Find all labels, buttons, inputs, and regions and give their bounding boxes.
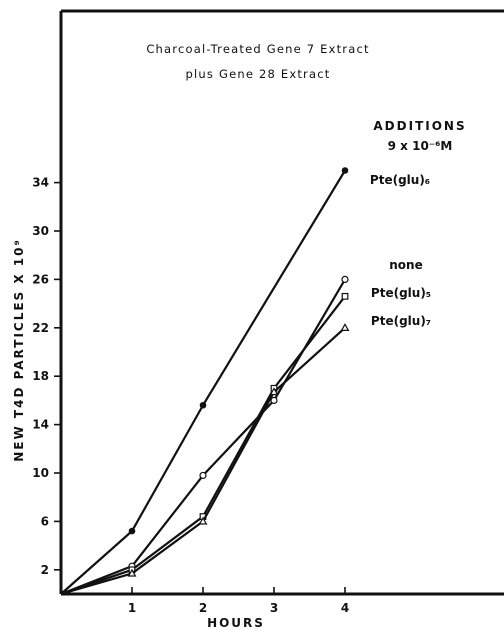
- data-point: [199, 401, 207, 409]
- y-tick-label: 34: [32, 176, 49, 190]
- x-tick-label: 1: [128, 601, 136, 615]
- series-label: Pte(glu)₆: [370, 173, 430, 187]
- data-point: [341, 167, 349, 174]
- series-label: none: [389, 258, 422, 272]
- series-labels: Pte(glu)₆ none Pte(glu)₅ Pte(glu)₇: [370, 173, 431, 328]
- title: Charcoal-Treated Gene 7 Extract plus Gen…: [146, 42, 369, 81]
- series-line: [60, 278, 346, 596]
- data-point: [199, 471, 207, 480]
- x-tick-label: 4: [341, 601, 349, 615]
- x-tick-label: 3: [270, 601, 278, 615]
- y-tick-label: 30: [32, 224, 49, 238]
- series-line: [60, 295, 346, 596]
- y-tick-label: 2: [41, 563, 49, 577]
- legend-title: ADDITIONS 9 x 10⁻⁶M: [373, 119, 466, 153]
- x-axis-title: HOURS: [207, 616, 265, 630]
- x-ticks: 1 2 3 4: [128, 587, 349, 615]
- series-pte-glu: [60, 323, 350, 596]
- title-line-2: plus Gene 28 Extract: [186, 67, 331, 81]
- series-label: Pte(glu)₇: [371, 314, 431, 328]
- x-tick-label: 2: [199, 601, 207, 615]
- series-pte-glu: [60, 167, 349, 595]
- data-point: [270, 396, 278, 404]
- y-tick-label: 26: [32, 272, 49, 286]
- series-pte-glu: [60, 292, 349, 596]
- title-line-1: Charcoal-Treated Gene 7 Extract: [146, 42, 369, 56]
- data-point: [198, 516, 208, 525]
- data-point: [341, 275, 349, 283]
- y-tick-label: 6: [41, 514, 49, 528]
- y-axis-title: NEW T4D PARTICLES X 10⁹: [12, 238, 26, 462]
- series: [60, 167, 350, 596]
- series-line: [60, 326, 346, 596]
- y-tick-label: 18: [32, 369, 49, 383]
- data-point: [128, 527, 136, 535]
- y-tick-label: 14: [32, 418, 49, 432]
- series-label: Pte(glu)₅: [371, 286, 431, 300]
- data-point: [269, 387, 279, 396]
- data-point: [340, 323, 350, 331]
- legend-title-line-1: ADDITIONS: [373, 119, 466, 133]
- y-tick-label: 22: [32, 321, 49, 335]
- series-line: [60, 169, 346, 595]
- data-point: [341, 292, 349, 300]
- data-point: [127, 568, 137, 577]
- series-none: [60, 275, 349, 596]
- legend-title-line-2: 9 x 10⁻⁶M: [388, 139, 453, 153]
- y-tick-label: 10: [32, 466, 49, 480]
